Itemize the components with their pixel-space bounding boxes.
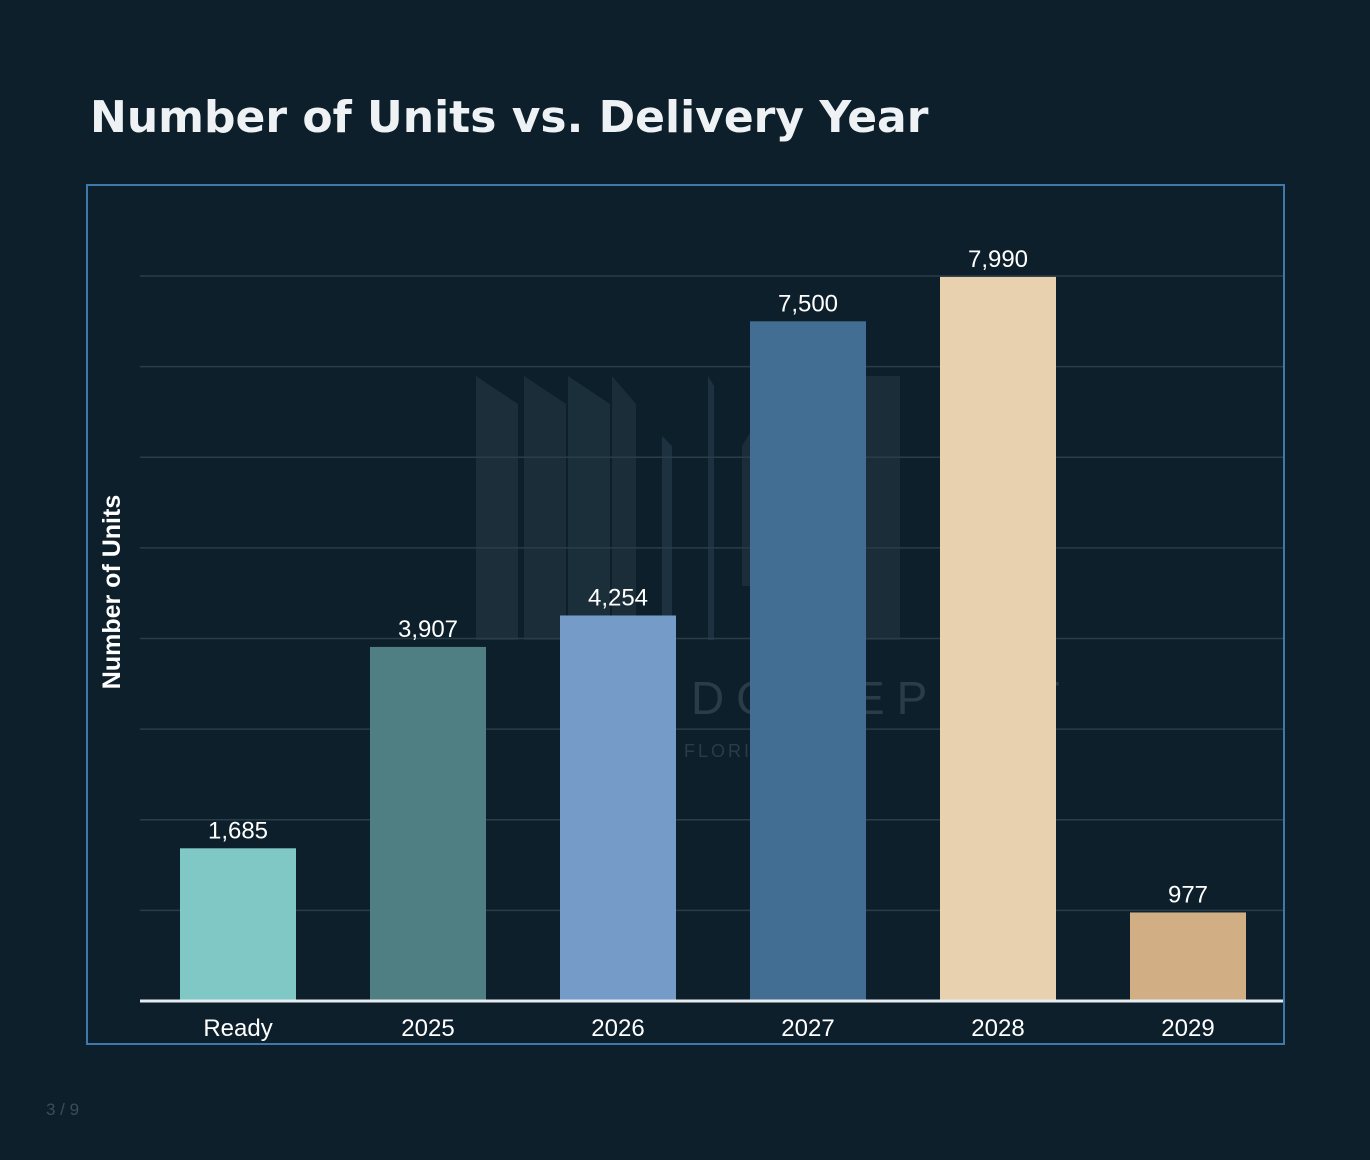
bar-ready[interactable] xyxy=(180,848,296,1001)
x-tick-label-2026: 2026 xyxy=(591,1015,644,1042)
x-tick-labels: Ready 2025 2026 2027 2028 2029 xyxy=(203,1015,1214,1042)
x-tick-label-ready: Ready xyxy=(203,1015,272,1042)
x-tick-label-2027: 2027 xyxy=(781,1015,834,1042)
value-labels: 1,685 3,907 4,254 7,500 7,990 977 xyxy=(208,246,1208,909)
bars xyxy=(180,276,1246,1001)
bar-2028[interactable] xyxy=(940,276,1056,1001)
value-label-2025: 3,907 xyxy=(398,616,458,643)
x-tick-label-2028: 2028 xyxy=(971,1015,1024,1042)
chart-frame: ONDO REPORT FLORIDA 1,6853,9074,2547,500… xyxy=(86,184,1285,1045)
y-axis-label: Number of Units xyxy=(98,495,126,689)
x-tick-label-2029: 2029 xyxy=(1161,1015,1214,1042)
x-tick-label-2025: 2025 xyxy=(401,1015,454,1042)
bar-2025[interactable] xyxy=(370,646,486,1001)
value-label-2027: 7,500 xyxy=(778,290,838,317)
value-label-ready: 1,685 xyxy=(208,817,268,844)
bar-2026[interactable] xyxy=(560,615,676,1001)
value-label-2028: 7,990 xyxy=(968,246,1028,273)
bar-2027[interactable] xyxy=(750,321,866,1001)
bar-chart: ONDO REPORT FLORIDA 1,6853,9074,2547,500… xyxy=(98,246,1283,1042)
chart-title: Number of Units vs. Delivery Year xyxy=(90,92,929,143)
value-label-2026: 4,254 xyxy=(588,584,648,611)
value-label-2029: 977 xyxy=(1168,881,1208,908)
page-indicator: 3 / 9 xyxy=(46,1100,80,1119)
gridlines xyxy=(140,275,1283,912)
bar-2029[interactable] xyxy=(1130,912,1246,1001)
